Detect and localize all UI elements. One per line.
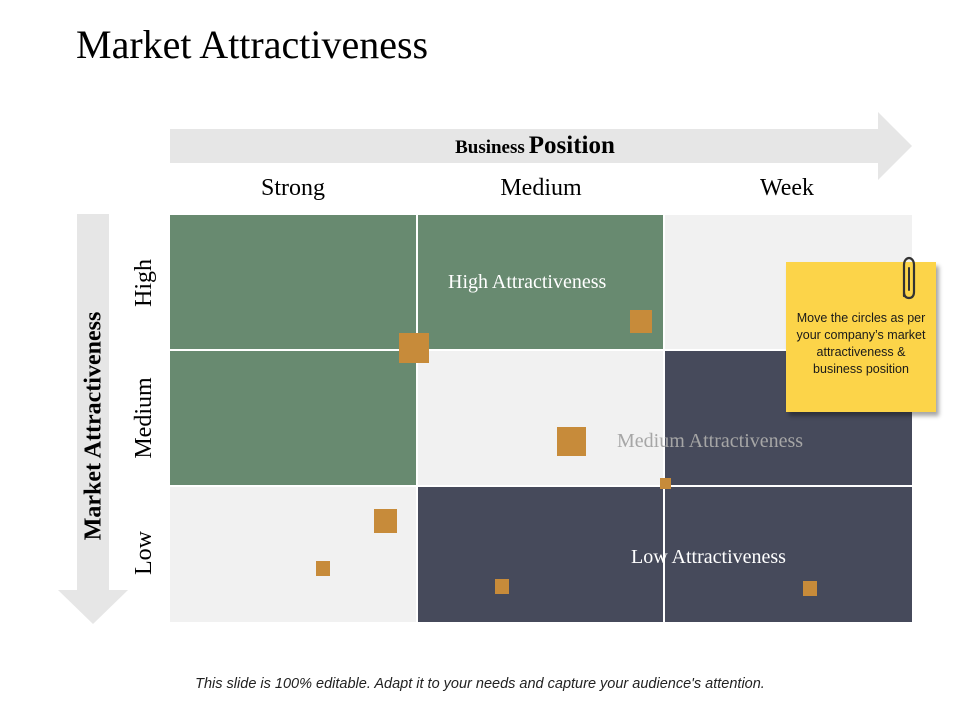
position-marker[interactable] [495,579,509,594]
position-marker[interactable] [630,310,652,333]
position-marker[interactable] [374,509,397,533]
page-title: Market Attractiveness [76,22,429,67]
position-marker[interactable] [316,561,330,576]
sticky-note-text: Move the circles as per your company’s m… [796,311,926,376]
cell-low-strong [170,487,416,622]
business-position-label: Business Position [170,132,900,160]
cell-high-medium [418,215,663,349]
zone-label-medium: Medium Attractiveness [617,430,804,452]
position-marker[interactable] [399,333,429,363]
column-label-strong: Strong [260,175,325,201]
business-position-label-main: Position [528,132,615,159]
cell-medium-medium [418,351,663,485]
market-attractiveness-label: Market Attractiveness [80,311,107,541]
paperclip-icon [902,256,916,300]
cell-low-week [665,487,912,622]
position-marker[interactable] [803,581,817,596]
cell-low-medium [418,487,663,622]
market-attractiveness-arrow [58,214,128,624]
footer-note: This slide is 100% editable. Adapt it to… [195,676,765,692]
zone-label-low: Low Attractiveness [631,546,786,568]
column-label-medium: Medium [500,175,582,201]
cell-high-strong [170,215,416,349]
business-position-label-prefix: Business [455,137,525,158]
column-label-week: Week [759,175,815,201]
position-marker[interactable] [557,427,586,456]
zone-label-high: High Attractiveness [448,271,607,293]
sticky-note: Move the circles as per your company’s m… [786,262,936,412]
cell-medium-strong [170,351,416,485]
business-position-arrow [170,112,912,180]
row-label-medium: Medium [131,377,157,459]
row-label-low: Low [131,531,157,575]
position-marker[interactable] [660,478,671,489]
row-label-high: High [131,259,157,307]
